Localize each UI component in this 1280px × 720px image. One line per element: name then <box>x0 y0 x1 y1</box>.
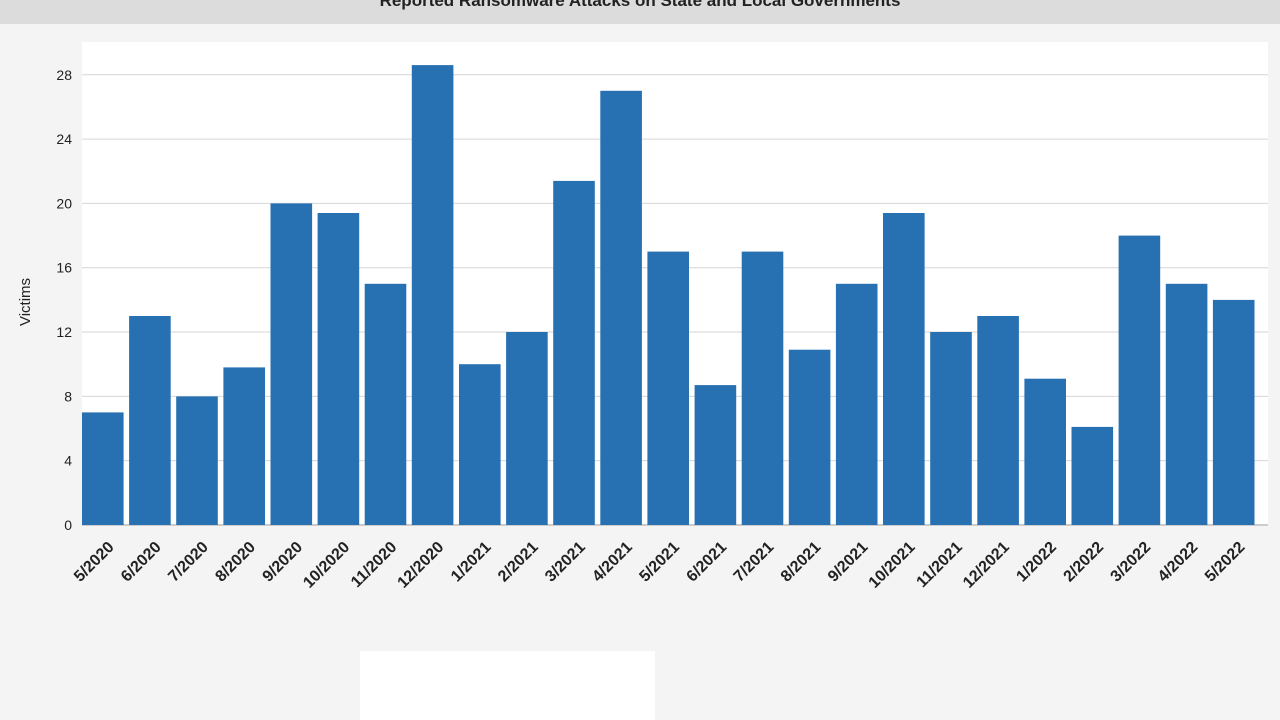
x-tick-label: 10/2020 <box>300 539 353 592</box>
bar <box>1024 378 1066 525</box>
bar <box>459 364 501 525</box>
y-tick-labels: 0 4 8 12 16 20 24 28 <box>56 67 72 533</box>
bar <box>930 332 972 525</box>
bar <box>553 180 595 525</box>
x-tick-label: 2/2022 <box>1061 539 1108 586</box>
x-tick-label: 5/2020 <box>71 539 118 586</box>
bar <box>129 316 171 525</box>
x-tick-label: 2/2021 <box>495 539 542 586</box>
blank-panel <box>360 651 655 720</box>
bar <box>694 385 737 525</box>
y-tick-label: 20 <box>56 195 72 211</box>
bar <box>977 316 1019 525</box>
x-tick-label: 8/2021 <box>778 539 825 586</box>
bar <box>1165 283 1208 525</box>
y-tick-label: 0 <box>64 517 72 533</box>
x-tick-label: 12/2020 <box>395 539 448 592</box>
bar <box>741 251 784 525</box>
x-tick-label: 1/2022 <box>1013 539 1060 586</box>
bar <box>1212 299 1255 525</box>
x-tick-label: 10/2021 <box>866 539 919 592</box>
y-tick-label: 4 <box>64 453 72 469</box>
x-tick-label: 9/2021 <box>825 539 872 586</box>
x-tick-label: 6/2020 <box>118 539 165 586</box>
x-tick-label: 7/2020 <box>165 539 212 586</box>
bar <box>647 251 689 525</box>
x-tick-label: 6/2021 <box>684 539 731 586</box>
bar <box>270 203 313 525</box>
y-tick-label: 8 <box>64 388 72 404</box>
x-tick-label: 8/2020 <box>212 539 259 586</box>
bar <box>835 283 878 525</box>
bar <box>506 332 548 525</box>
title-bar: Reported Ransomware Attacks on State and… <box>0 0 1280 24</box>
x-tick-label: 7/2021 <box>731 539 778 586</box>
x-tick-label: 3/2022 <box>1108 539 1155 586</box>
x-tick-label: 3/2021 <box>542 539 589 586</box>
x-tick-label: 12/2021 <box>960 539 1013 592</box>
x-tick-label: 9/2020 <box>260 539 307 586</box>
x-tick-label: 11/2021 <box>914 539 966 591</box>
x-tick-label: 5/2022 <box>1202 539 1249 586</box>
y-tick-label: 16 <box>56 260 72 276</box>
bar <box>317 213 360 525</box>
x-tick-labels: 5/2020 6/2020 7/2020 8/2020 9/202010/202011/… <box>71 539 1249 592</box>
y-tick-label: 12 <box>56 324 72 340</box>
bars <box>82 65 1255 526</box>
bar <box>223 367 265 525</box>
chart-title: Reported Ransomware Attacks on State and… <box>379 0 901 10</box>
x-tick-label: 1/2021 <box>448 539 495 586</box>
bar <box>1071 426 1114 525</box>
bar <box>883 213 925 525</box>
x-tick-label: 11/2020 <box>348 539 400 591</box>
bar <box>82 412 124 525</box>
x-tick-label: 4/2022 <box>1155 539 1202 586</box>
y-axis-label: Victims <box>17 278 34 326</box>
bar <box>364 283 407 525</box>
bar <box>788 349 831 525</box>
bar <box>1118 235 1161 525</box>
x-tick-label: 4/2021 <box>589 539 636 586</box>
y-tick-label: 28 <box>56 67 72 83</box>
bar <box>176 396 218 525</box>
bar <box>600 90 642 526</box>
y-tick-label: 24 <box>56 131 72 147</box>
bar <box>411 65 454 525</box>
x-tick-label: 5/2021 <box>636 539 683 586</box>
